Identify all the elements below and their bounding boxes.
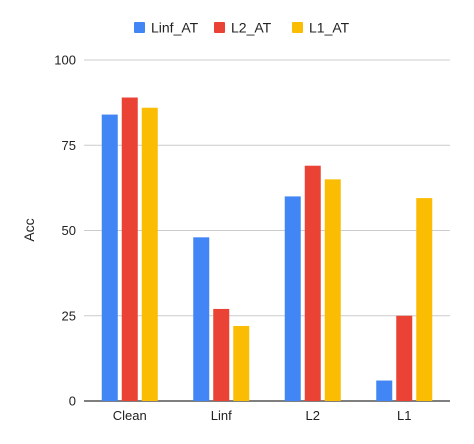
- y-tick-label-50: 50: [62, 223, 76, 238]
- bar-L2_AT-Clean: [121, 97, 138, 401]
- bars: [101, 97, 433, 402]
- bar-Linf_AT-L2: [284, 196, 301, 401]
- y-axis-title: Acc: [21, 218, 37, 241]
- bar-L1_AT-L2: [324, 179, 341, 401]
- bar-L2_AT-L2: [304, 165, 321, 401]
- y-tick-label-100: 100: [54, 53, 76, 68]
- legend-label-L2_AT: L2_AT: [231, 20, 272, 36]
- legend-label-Linf_AT: Linf_AT: [151, 20, 199, 36]
- legend-swatch-L2_AT: [214, 22, 225, 33]
- legend: Linf_AT L2_AT L1_AT: [134, 20, 350, 36]
- bar-Linf_AT-L1: [376, 380, 393, 401]
- bar-L1_AT-Linf: [233, 325, 250, 401]
- x-tick-label-Linf: Linf: [211, 408, 232, 423]
- bar-L1_AT-L1: [416, 198, 433, 401]
- x-tick-label-L1: L1: [397, 408, 411, 423]
- y-tick-label-0: 0: [69, 394, 76, 409]
- x-tick-label-L2: L2: [306, 408, 320, 423]
- gridlines: [84, 59, 450, 402]
- x-axis-ticks: Clean Linf L2 L1: [113, 408, 412, 423]
- y-axis-ticks: 0 25 50 75 100: [54, 53, 76, 409]
- bar-Linf_AT-Clean: [101, 114, 118, 401]
- legend-swatch-Linf_AT: [134, 22, 145, 33]
- y-tick-label-75: 75: [62, 138, 76, 153]
- legend-swatch-L1_AT: [292, 22, 303, 33]
- legend-label-L1_AT: L1_AT: [309, 20, 350, 36]
- bar-L2_AT-Linf: [213, 308, 230, 401]
- bar-Linf_AT-Linf: [193, 237, 210, 401]
- bar-L1_AT-Clean: [141, 107, 158, 402]
- x-tick-label-Clean: Clean: [113, 408, 147, 423]
- y-tick-label-25: 25: [62, 308, 76, 323]
- bar-L2_AT-L1: [396, 315, 413, 401]
